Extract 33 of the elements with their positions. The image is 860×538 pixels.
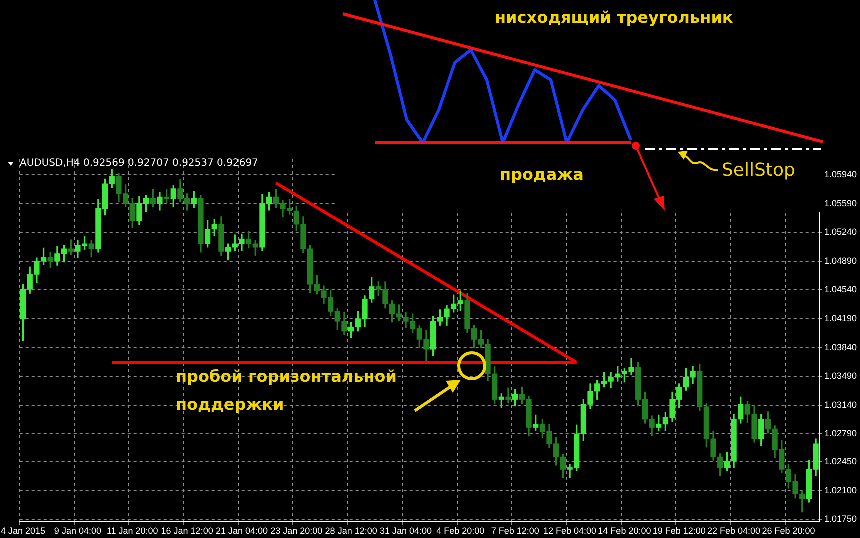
x-tick-label: 23 Jan 20:00: [270, 526, 323, 536]
y-tick-label: 1.04540: [824, 284, 858, 295]
x-tick-label: 12 Feb 04:00: [543, 526, 597, 536]
x-tick-label: 16 Jan 12:00: [161, 526, 214, 536]
y-tick-label: 1.05240: [824, 227, 858, 238]
y-tick-label: 1.05940: [824, 170, 858, 180]
y-tick-label: 1.03840: [824, 342, 858, 352]
annotation: пробой горизонтальной поддержки: [176, 366, 398, 416]
x-tick-label: 28 Jan 12:00: [325, 526, 378, 536]
x-tick-label: 21 Jan 04:00: [216, 526, 268, 536]
annotation: продажа: [500, 165, 584, 184]
x-tick-label: 7 Feb 12:00: [491, 526, 540, 536]
y-tick-label: 1.03490: [824, 371, 858, 382]
x-tick-label: 4 Jan 2015: [1, 526, 46, 536]
x-tick-label: 4 Feb 20:00: [436, 526, 485, 536]
y-tick-label: 1.05590: [824, 198, 858, 208]
y-tick-label: 1.02450: [824, 456, 858, 467]
y-tick-label: 1.04890: [824, 256, 858, 266]
x-tick-label: 9 Jan 04:00: [54, 526, 102, 536]
y-tick-label: 1.03140: [824, 400, 858, 410]
y-tick-label: 1.01750: [824, 514, 858, 524]
x-tick-label: 31 Jan 04:00: [380, 526, 432, 536]
chart-title: AUDUSD,H4 0.92569 0.92707 0.92537 0.92697: [20, 158, 258, 169]
x-tick-label: 26 Feb 20:00: [762, 526, 816, 536]
x-tick-label: 19 Feb 12:00: [652, 526, 706, 536]
text: нисходящий треугольник: [495, 8, 734, 27]
y-tick-label: 1.02100: [824, 485, 858, 496]
x-tick-label: 11 Jan 20:00: [106, 526, 158, 536]
x-tick-label: 14 Feb 20:00: [598, 526, 652, 536]
annotation: SellStop: [722, 160, 796, 181]
y-tick-label: 1.04190: [824, 313, 858, 324]
x-tick-label: 22 Feb 04:00: [708, 526, 761, 536]
y-tick-label: 1.02790: [824, 428, 858, 439]
